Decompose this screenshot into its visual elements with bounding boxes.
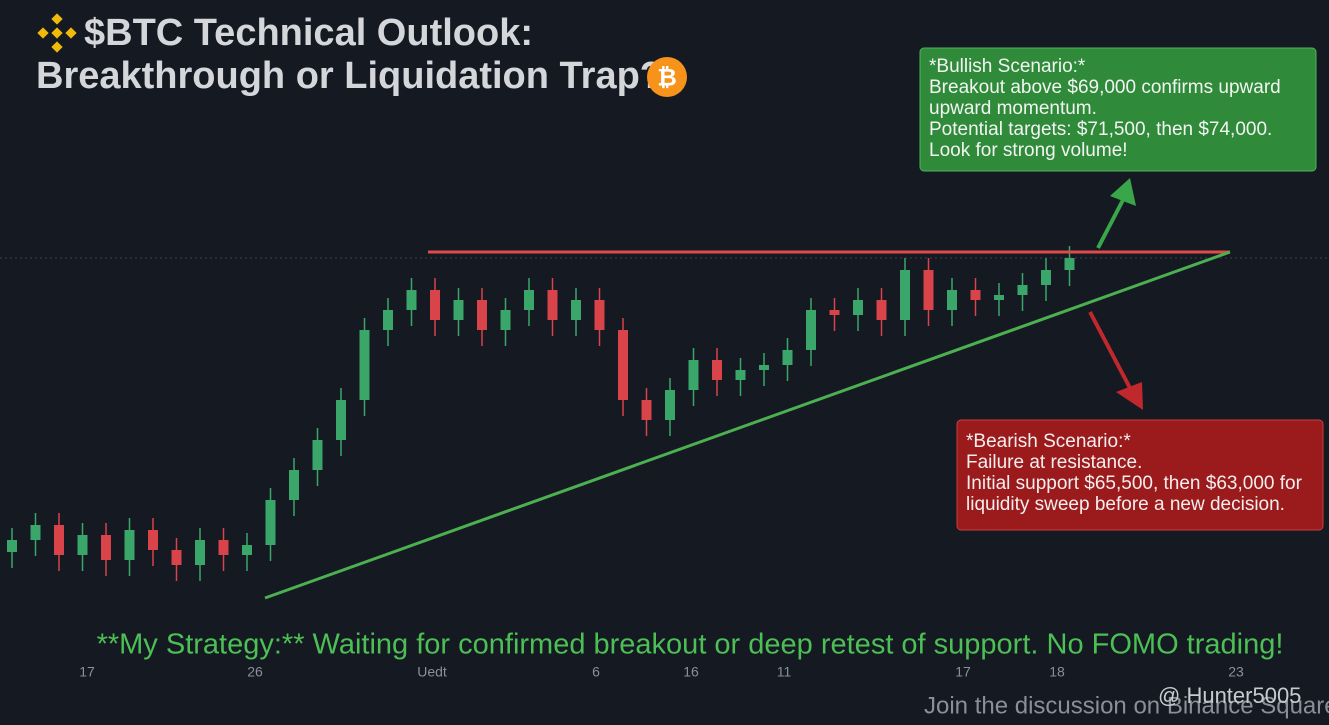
bullish-text: Look for strong volume! <box>929 140 1128 161</box>
candle-body <box>359 330 370 400</box>
candle-body <box>688 360 699 390</box>
candle-body <box>54 525 64 555</box>
x-tick-label: 18 <box>1049 664 1065 680</box>
x-tick-label: 17 <box>79 664 95 680</box>
candle-body <box>453 300 464 320</box>
candle-body <box>383 310 393 330</box>
candle-body <box>829 310 840 315</box>
candle-body <box>218 540 229 555</box>
candle-body <box>500 310 511 330</box>
bitcoin-icon: ₿ <box>647 57 687 97</box>
candle-body <box>759 365 769 370</box>
candle-body <box>171 550 182 565</box>
candle-body <box>806 310 816 350</box>
x-tick-label: 26 <box>247 664 263 680</box>
candle-body <box>77 535 88 555</box>
candle-body <box>265 500 276 545</box>
bearish-text: *Bearish Scenario:* <box>966 431 1131 452</box>
bullish-text: upward momentum. <box>929 98 1097 119</box>
candle-body <box>312 440 323 470</box>
bullish-text: Potential targets: $71,500, then $74,000… <box>929 119 1272 140</box>
candle-body <box>406 290 417 310</box>
candle-body <box>712 360 722 380</box>
candle-body <box>782 350 793 365</box>
bullish-text: *Bullish Scenario:* <box>929 56 1086 77</box>
candle-body <box>947 290 957 310</box>
candle-body <box>336 400 346 440</box>
title-line: $BTC Technical Outlook: <box>84 12 533 54</box>
x-tick-label: 23 <box>1228 664 1244 680</box>
x-tick-label: 16 <box>683 664 699 680</box>
candle-body <box>970 290 981 300</box>
x-tick-label: 17 <box>955 664 971 680</box>
candle-body <box>30 525 41 540</box>
bearish-text: liquidity sweep before a new decision. <box>966 494 1285 515</box>
candle-body <box>430 290 440 320</box>
candle-body <box>148 530 158 550</box>
handle-text: @ Hunter5005 <box>1158 683 1301 708</box>
candle-body <box>900 270 910 320</box>
candle-body <box>641 400 652 420</box>
svg-text:₿: ₿ <box>657 64 677 91</box>
candle-body <box>1041 270 1051 285</box>
strategy-text: **My Strategy:** Waiting for confirmed b… <box>97 629 1284 661</box>
bearish-text: Failure at resistance. <box>966 452 1142 473</box>
bearish-text: Initial support $65,500, then $63,000 fo… <box>966 473 1303 494</box>
candle-body <box>7 540 17 552</box>
candle-body <box>876 300 887 320</box>
footer-text: Join the discussion on Binance Square <box>924 692 1329 719</box>
bullish-text: Breakout above $69,000 confirms upward <box>929 77 1281 98</box>
bull-arrow <box>1096 178 1136 249</box>
candle-body <box>547 290 558 320</box>
candle-body <box>195 540 205 565</box>
candle-body <box>994 295 1004 300</box>
candle-body <box>124 530 135 560</box>
x-tick-label: 6 <box>592 664 600 680</box>
candle-body <box>1017 285 1028 295</box>
x-tick-label: 11 <box>777 664 792 680</box>
bearish-box <box>956 419 1324 531</box>
candle-body <box>1064 258 1075 270</box>
candle-body <box>735 370 746 380</box>
bear-arrow <box>1088 311 1143 410</box>
candle-body <box>571 300 581 320</box>
candle-body <box>524 290 534 310</box>
candle-body <box>923 270 934 310</box>
title-line: Breakthrough or Liquidation Trap? <box>36 55 663 97</box>
x-tick-label: Uedt <box>417 664 447 680</box>
support-line <box>264 250 1231 600</box>
candle-body <box>665 390 675 420</box>
candle-body <box>101 535 111 560</box>
candle-body <box>242 545 252 555</box>
candle-body <box>853 300 863 315</box>
candle-body <box>618 330 628 400</box>
bullish-box <box>919 47 1317 172</box>
candle-body <box>289 470 299 500</box>
candle-body <box>594 300 605 330</box>
candle-body <box>477 300 487 330</box>
